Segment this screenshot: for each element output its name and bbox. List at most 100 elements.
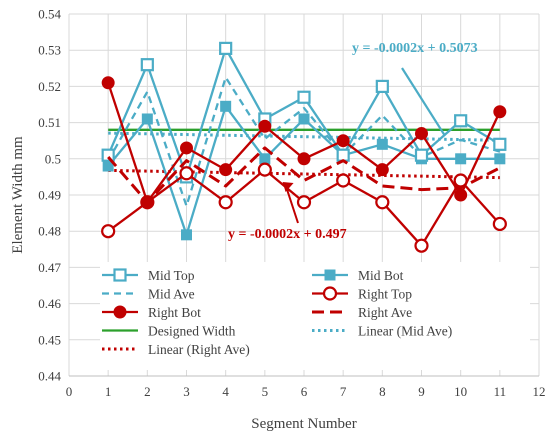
y-tick-label: 0.53 (38, 43, 61, 58)
y-tick-label: 0.49 (38, 188, 61, 203)
open-square-marker (140, 58, 154, 72)
legend-label: Right Bot (148, 305, 201, 320)
trendline-arrow-right (284, 184, 299, 224)
series-linear-right-ave (108, 168, 500, 180)
x-tick-label: 10 (454, 384, 467, 399)
legend-label: Right Ave (358, 305, 412, 320)
arrowhead-right (282, 182, 294, 193)
filled-circle-marker (375, 163, 389, 177)
x-tick-label: 0 (66, 384, 73, 399)
y-tick-label: 0.5 (45, 151, 61, 166)
series-right-bot (101, 76, 507, 209)
series-layer (101, 41, 507, 253)
open-circle-marker (492, 216, 507, 232)
open-circle-marker (375, 195, 390, 210)
open-square-marker (113, 268, 127, 282)
legend-label: Linear (Mid Ave) (358, 324, 452, 339)
y-tick-label: 0.46 (38, 296, 61, 311)
filled-square-marker (220, 100, 232, 112)
legend-item: Mid Bot (312, 268, 404, 283)
y-tick-label: 0.48 (38, 224, 61, 239)
filled-circle-marker (140, 195, 154, 209)
open-circle-marker (296, 195, 312, 210)
open-square-marker (454, 114, 468, 128)
series-line (108, 131, 500, 142)
filled-circle-marker (180, 141, 193, 155)
open-circle-marker (336, 173, 351, 188)
series-right-ave (107, 146, 501, 204)
x-tick-label: 7 (340, 384, 347, 399)
open-circle-marker (218, 195, 233, 210)
legend-item: Mid Ave (102, 287, 195, 302)
series-line (107, 146, 501, 204)
filled-square-marker (298, 113, 310, 125)
y-tick-label: 0.54 (38, 7, 61, 22)
legend-label: Linear (Right Ave) (148, 342, 250, 357)
series-mid-top (101, 41, 507, 184)
x-tick-label: 5 (262, 384, 269, 399)
x-axis-title: Segment Number (251, 416, 356, 432)
x-tick-label: 3 (183, 384, 190, 399)
open-circle-marker (179, 166, 194, 181)
open-square-marker (219, 41, 233, 55)
open-square-marker (375, 79, 389, 94)
y-tick-label: 0.45 (38, 332, 61, 347)
filled-circle-marker (219, 163, 233, 177)
filled-circle-marker (297, 152, 311, 166)
x-tick-labels: 0 1 2 3 4 5 6 7 8 9 10 11 12 (66, 384, 546, 399)
x-tick-label: 11 (494, 384, 507, 399)
legend: Mid Top Mid Bot Mid Ave Right Top Right Bot R… (100, 262, 530, 370)
filled-circle-marker (454, 188, 468, 202)
filled-square-marker (181, 229, 192, 241)
x-tick-label: 4 (222, 384, 229, 399)
trendline-equation-mid: y = -0.0002x + 0.5073 (352, 41, 478, 56)
y-tick-label: 0.51 (38, 115, 61, 130)
legend-item: Mid Top (102, 268, 195, 283)
open-square-marker (297, 90, 311, 104)
legend-box (100, 262, 530, 370)
filled-circle-marker (493, 105, 507, 119)
y-tick-labels: 0.44 0.45 0.46 0.47 0.48 0.49 0.5 0.51 0.52 0.53 0… (38, 7, 61, 384)
legend-label: Right Top (358, 287, 412, 302)
x-tick-label: 2 (144, 384, 151, 399)
trendline-arrow-mid (401, 67, 446, 137)
y-tick-label: 0.52 (38, 79, 61, 94)
open-circle-marker (414, 238, 429, 253)
x-tick-label: 12 (533, 384, 546, 399)
filled-circle-marker (336, 134, 350, 148)
legend-label: Designed Width (148, 324, 236, 339)
legend-label: Mid Top (148, 268, 195, 283)
open-circle-marker (101, 224, 116, 239)
open-square-marker (336, 148, 350, 162)
legend-item: Designed Width (102, 324, 236, 339)
filled-square-marker (376, 138, 388, 150)
x-tick-label: 8 (379, 384, 386, 399)
open-circle-marker (322, 286, 338, 301)
filled-circle-marker (113, 305, 127, 319)
open-square-marker (414, 148, 429, 162)
filled-circle-marker (101, 76, 115, 90)
series-linear-mid-ave (108, 131, 500, 142)
filled-square-marker (324, 269, 336, 281)
y-tick-label: 0.44 (38, 369, 61, 384)
open-square-marker (101, 148, 115, 162)
filled-square-marker (259, 153, 271, 165)
legend-item: Linear (Mid Ave) (312, 324, 452, 339)
filled-square-marker (141, 113, 153, 125)
legend-item: Right Ave (312, 305, 412, 320)
legend-label: Mid Bot (358, 268, 404, 283)
legend-item: Right Bot (102, 305, 201, 320)
open-square-marker (493, 137, 507, 151)
annotations: y = -0.0002x + 0.5073 y = -0.0002x + 0.49… (228, 41, 478, 242)
x-tick-label: 6 (301, 384, 308, 399)
legend-item: Right Top (312, 286, 412, 302)
y-tick-label: 0.47 (38, 260, 61, 275)
x-tick-label: 1 (105, 384, 112, 399)
filled-square-marker (494, 153, 506, 165)
filled-circle-marker (415, 126, 428, 140)
filled-circle-marker (258, 119, 272, 133)
legend-label: Mid Ave (148, 287, 195, 302)
series-right-top (101, 162, 507, 253)
legend-item: Linear (Right Ave) (102, 342, 250, 357)
